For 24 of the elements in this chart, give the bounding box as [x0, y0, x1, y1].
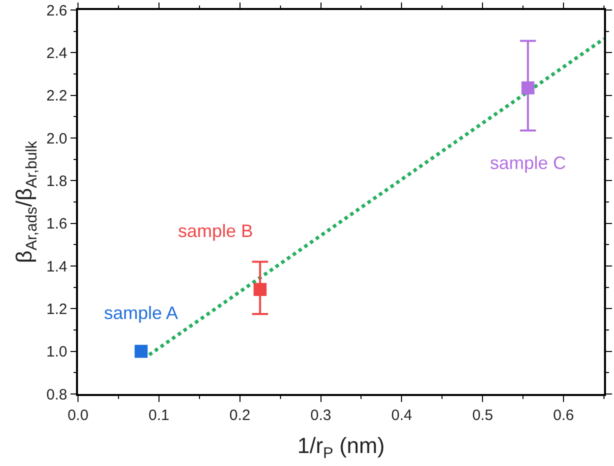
- point: [254, 282, 267, 296]
- y-tick-label: 1.0: [46, 344, 68, 361]
- point: [134, 344, 148, 358]
- x-tick-label: 0.2: [229, 406, 250, 424]
- x-tick-label: 0.0: [68, 406, 88, 424]
- x-axis-title: 1/r$_{P}$ (nm): [297, 433, 385, 462]
- text: sample C: [490, 153, 566, 173]
- x-tick-label: 0.1: [148, 406, 170, 424]
- y-tick-label: 1.4: [46, 258, 68, 276]
- x-tick-label: 0.6: [553, 406, 574, 424]
- point: [521, 81, 534, 94]
- y-tick-label: 1.2: [46, 300, 68, 318]
- y-tick-label: 1.8: [46, 172, 68, 190]
- y-tick-label: 0.8: [46, 386, 68, 404]
- y-tick-label: 1.6: [46, 216, 68, 233]
- y-tick-label: 2.0: [46, 130, 68, 148]
- x-tick-label: 0.3: [310, 406, 332, 424]
- text: sample B: [178, 221, 254, 241]
- y-tick-label: 2.2: [46, 88, 68, 105]
- y-tick-label: 2.6: [46, 2, 68, 20]
- x-tick-label: 0.4: [391, 406, 412, 424]
- series-label: sample A: [104, 303, 178, 323]
- x-tick-label: 0.5: [472, 406, 494, 424]
- y-tick-label: 2.4: [46, 44, 68, 62]
